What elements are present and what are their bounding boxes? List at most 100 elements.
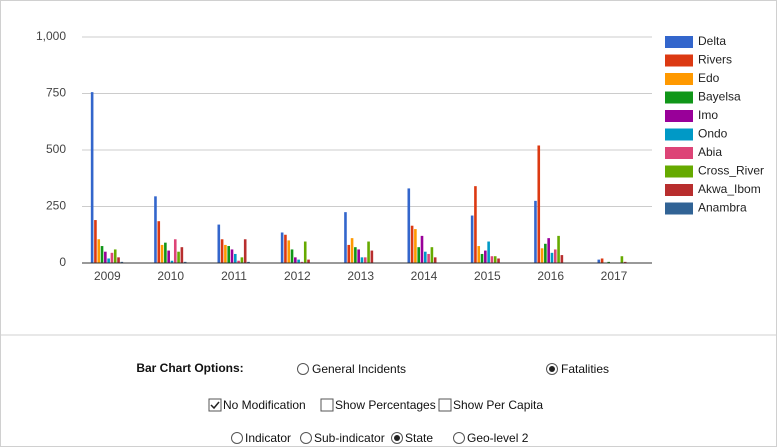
bar [220,239,224,263]
legend-swatch [665,110,693,122]
bar [417,247,420,263]
bar [407,188,411,263]
bar [623,261,627,263]
checkbox-label[interactable]: No Modification [223,398,306,412]
x-tick-label: 2009 [94,269,121,283]
legend-swatch [665,36,693,48]
legend-label: Edo [698,71,720,85]
bar [287,240,291,263]
bar [154,196,157,263]
bar [497,258,500,263]
radio-label[interactable]: Indicator [245,431,291,445]
x-tick-label: 2016 [537,269,564,283]
x-tick-label: 2013 [347,269,374,283]
bar [247,261,250,263]
legend-label: Rivers [698,53,732,67]
bar [354,247,357,263]
legend-label: Delta [698,34,726,48]
bar [307,259,310,263]
bar [173,239,177,263]
bar [164,242,167,263]
radio-dot[interactable] [394,435,400,441]
bar [290,249,294,263]
x-tick-label: 2014 [411,269,438,283]
y-tick-label: 0 [59,255,66,269]
bar [357,249,360,263]
bar [484,250,487,263]
legend-swatch [665,91,693,104]
bar [367,241,370,263]
radio[interactable] [300,432,312,444]
bar [544,243,547,263]
legend-label: Cross_River [698,164,764,178]
bar [120,261,124,263]
bar [90,92,94,263]
radio-label[interactable]: State [405,431,433,445]
legend-swatch [665,184,693,196]
radio-label[interactable]: General Incidents [312,362,406,376]
bar [230,249,234,263]
radio-dot[interactable] [549,366,555,372]
bar [557,235,560,263]
radio[interactable] [231,432,243,444]
bar [493,256,497,263]
legend-label: Abia [698,145,722,159]
bar [537,145,541,263]
bar [420,235,424,263]
legend-swatch [665,165,693,178]
bar [487,241,490,263]
legend-label: Anambra [698,201,747,215]
bar [243,239,247,263]
radio-label[interactable]: Fatalities [561,362,609,376]
checkbox[interactable] [438,398,452,412]
bar [157,221,161,263]
bar [350,238,354,263]
bar [607,261,610,263]
radio[interactable] [297,363,309,375]
bar [303,241,307,263]
y-tick-label: 500 [46,142,66,156]
bar [550,252,554,263]
bar [113,249,117,263]
bar [300,261,304,263]
bar [370,250,374,263]
bar [474,186,477,263]
bar [217,224,221,263]
bar [344,212,347,263]
checkbox-tick[interactable] [210,401,220,410]
radio-label[interactable]: Sub-indicator [314,431,385,445]
checkbox-label[interactable]: Show Percentages [335,398,436,412]
bar [490,256,494,263]
bar [224,244,227,263]
bar [240,257,244,263]
bar [180,247,184,263]
bar [430,247,434,263]
bar [107,258,110,263]
legend-swatch [665,54,693,67]
bar [284,234,287,263]
x-tick-label: 2015 [474,269,501,283]
bar [540,248,544,263]
bar [597,259,601,263]
bar [534,200,537,263]
bar [97,239,101,263]
bar [433,257,437,263]
checkbox[interactable] [208,398,222,412]
checkbox[interactable] [320,398,334,412]
bar [234,253,237,263]
bar [100,246,104,263]
y-tick-label: 250 [46,199,66,213]
legend-swatch [665,202,693,215]
legend-swatch [665,128,693,141]
x-tick-label: 2010 [157,269,184,283]
bar [104,251,107,263]
radio[interactable] [453,432,465,444]
bar [110,252,114,263]
bar [177,251,180,263]
x-tick-label: 2012 [284,269,311,283]
radio-label[interactable]: Geo-level 2 [467,431,529,445]
checkbox-label[interactable]: Show Per Capita [453,398,543,412]
legend-label: Ondo [698,127,728,141]
bar [480,253,484,263]
